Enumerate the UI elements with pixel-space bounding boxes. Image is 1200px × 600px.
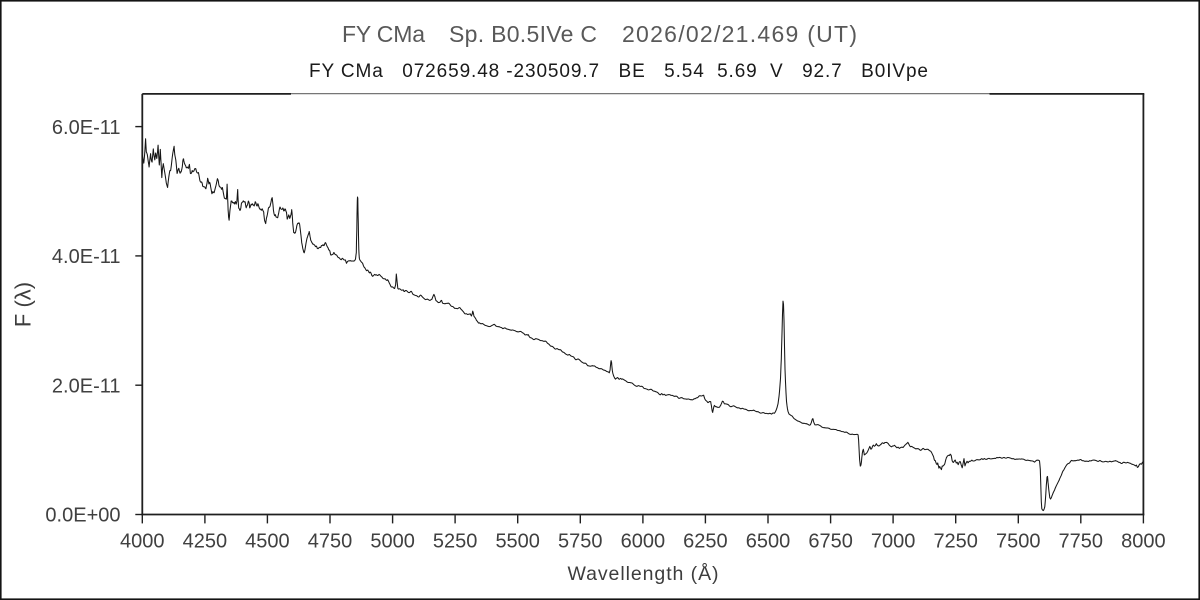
svg-text:FY CMa: FY CMa bbox=[342, 21, 425, 47]
svg-text:0.0E+00: 0.0E+00 bbox=[45, 505, 120, 527]
svg-text:7000: 7000 bbox=[871, 531, 916, 553]
svg-text:6500: 6500 bbox=[746, 531, 791, 553]
svg-text:5750: 5750 bbox=[558, 531, 603, 553]
svg-text:6250: 6250 bbox=[683, 531, 728, 553]
svg-text:5000: 5000 bbox=[370, 531, 415, 553]
svg-text:6000: 6000 bbox=[621, 531, 666, 553]
svg-text:2.0E-11: 2.0E-11 bbox=[52, 375, 121, 397]
svg-text:5500: 5500 bbox=[495, 531, 540, 553]
svg-text:6750: 6750 bbox=[808, 531, 853, 553]
svg-text:4.0E-11: 4.0E-11 bbox=[52, 246, 121, 268]
svg-text:7500: 7500 bbox=[996, 531, 1041, 553]
svg-text:4000: 4000 bbox=[120, 531, 165, 553]
svg-text:5250: 5250 bbox=[433, 531, 478, 553]
svg-text:4750: 4750 bbox=[308, 531, 353, 553]
svg-text:Wavellength (Å): Wavellength (Å) bbox=[568, 562, 719, 585]
svg-text:2026/02/21.469 (UT): 2026/02/21.469 (UT) bbox=[622, 21, 857, 47]
svg-text:4500: 4500 bbox=[245, 531, 290, 553]
svg-text:4250: 4250 bbox=[183, 531, 228, 553]
svg-text:Sp. B0.5IVe C: Sp. B0.5IVe C bbox=[449, 21, 597, 47]
svg-text:F (λ): F (λ) bbox=[11, 282, 36, 327]
svg-text:7750: 7750 bbox=[1059, 531, 1104, 553]
svg-text:8000: 8000 bbox=[1121, 531, 1166, 553]
svg-text:7250: 7250 bbox=[933, 531, 978, 553]
svg-text:FY CMa 072659.48 -230509.7: FY CMa 072659.48 -230509.7 BE 5.54 5.69 … bbox=[309, 61, 928, 82]
svg-text:6.0E-11: 6.0E-11 bbox=[52, 117, 121, 139]
